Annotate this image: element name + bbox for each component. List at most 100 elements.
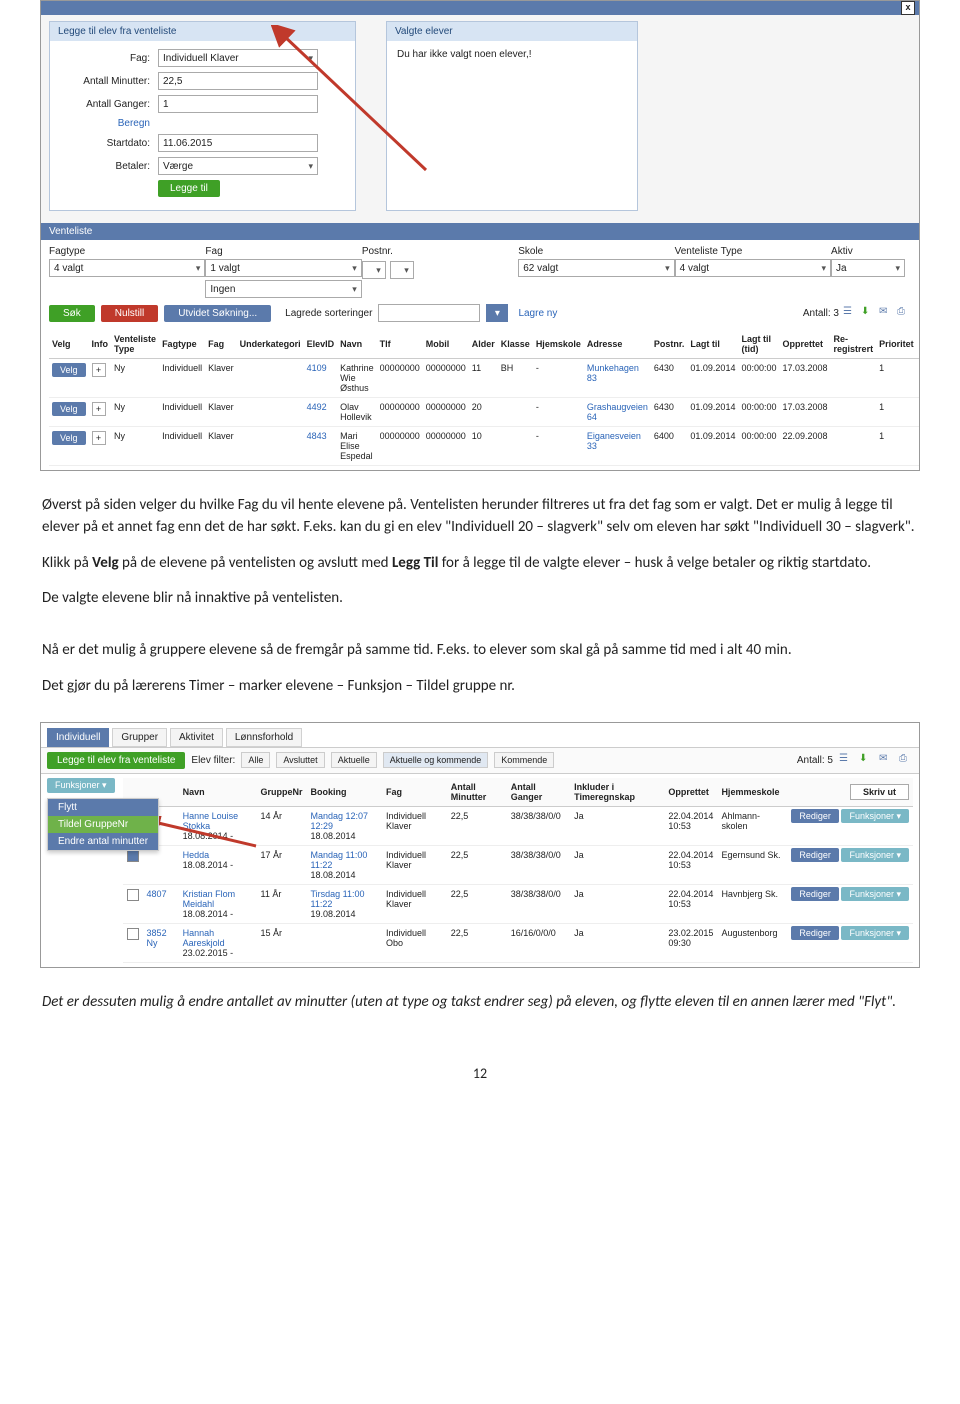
funksjoner-row-button[interactable]: Funksjoner ▾ — [841, 848, 909, 862]
filter-head-skole: Skole — [518, 246, 543, 257]
filter-alle[interactable]: Alle — [241, 752, 270, 768]
funksjoner-button[interactable]: Funksjoner ▾ — [47, 778, 115, 793]
col-header: Fag — [382, 778, 447, 807]
menu-endre[interactable]: Endre antal minutter — [48, 833, 158, 850]
lagre-ny-link[interactable]: Lagre ny — [518, 308, 557, 319]
filter-fagtype-select[interactable]: 4 valgt — [49, 259, 205, 277]
col-header: Tlf — [377, 330, 423, 359]
checkbox[interactable] — [127, 889, 139, 901]
beregn-link[interactable]: Beregn — [60, 118, 158, 129]
filter-head-fagtype: Fagtype — [49, 246, 85, 257]
tab-aktivitet[interactable]: Aktivitet — [170, 728, 223, 747]
email-icon[interactable]: ✉ — [879, 306, 893, 320]
red-arrow-icon — [271, 25, 441, 185]
filter-kommende[interactable]: Kommende — [494, 752, 554, 768]
legge-til-button[interactable]: Legge til — [158, 180, 220, 197]
nulstill-button[interactable]: Nulstill — [101, 305, 158, 322]
rediger-button[interactable]: Rediger — [791, 926, 839, 940]
table-row: Velg+NyIndividuellKlaver4492Olav Hollevi… — [49, 398, 919, 427]
funksjoner-row-button[interactable]: Funksjoner ▾ — [841, 926, 909, 940]
filter-aktuelle[interactable]: Aktuelle — [331, 752, 377, 768]
filter-head-fag: Fag — [205, 246, 222, 257]
rediger-button[interactable]: Rediger — [791, 848, 839, 862]
info-icon[interactable]: + — [92, 402, 106, 416]
close-icon[interactable]: x — [901, 1, 915, 15]
legge-til-elev-button[interactable]: Legge til elev fra venteliste — [47, 752, 185, 769]
filter-aktiv-select[interactable]: Ja — [831, 259, 905, 277]
startdato-label: Startdato: — [60, 138, 158, 149]
export-icon-2[interactable]: ⬇ — [859, 753, 873, 767]
menu-flytt[interactable]: Flytt — [48, 799, 158, 816]
col-header: Antall Minutter — [447, 778, 507, 807]
funksjoner-row-button[interactable]: Funksjoner ▾ — [841, 809, 909, 823]
col-header: Lagt til (tid) — [738, 330, 779, 359]
filter-aktuelle-kommende[interactable]: Aktuelle og kommende — [383, 752, 489, 768]
para-3: De valgte elevene blir nå innaktive på v… — [42, 588, 918, 610]
doc-text: Øverst på siden velger du hvilke Fag du … — [0, 471, 960, 722]
col-header: Adresse — [584, 330, 651, 359]
columns-icon[interactable]: ☰ — [843, 306, 857, 320]
checkbox[interactable] — [127, 928, 139, 940]
velg-button[interactable]: Velg — [52, 363, 86, 377]
col-header: Skriv ut — [787, 778, 913, 807]
velg-button[interactable]: Velg — [52, 402, 86, 416]
betaler-label: Betaler: — [60, 161, 158, 172]
lagrede-down-icon[interactable]: ▾ — [486, 304, 508, 322]
filter-bar: Legge til elev fra venteliste Elev filte… — [41, 747, 919, 774]
action-row: Søk Nulstill Utvidet Søkning... Lagrede … — [41, 300, 919, 326]
doc-text-2: Det er dessuten mulig å endre antallet a… — [0, 968, 960, 1038]
col-header: Hjemskole — [533, 330, 584, 359]
col-header: GruppeNr — [256, 778, 306, 807]
filter-vtype-select[interactable]: 4 valgt — [675, 259, 831, 277]
info-icon[interactable]: + — [92, 363, 106, 377]
export-icon[interactable]: ⬇ — [861, 306, 875, 320]
filter-fag-select[interactable]: 1 valgt — [205, 259, 361, 277]
tab-lonnsforhold[interactable]: Lønnsforhold — [226, 728, 302, 747]
funksjoner-menu: Flytt Tildel GruppeNr Endre antal minutt… — [47, 798, 159, 851]
rediger-button[interactable]: Rediger — [791, 809, 839, 823]
page-number: 12 — [0, 1037, 960, 1090]
top-bar: x — [41, 1, 919, 15]
rediger-button[interactable]: Rediger — [791, 887, 839, 901]
table-row: Velg+NyIndividuellKlaver4843Mari Elise E… — [49, 427, 919, 466]
checkbox[interactable] — [127, 850, 139, 862]
col-header: Klasse — [498, 330, 533, 359]
filter-skole-select[interactable]: 62 valgt — [518, 259, 674, 277]
print-icon-2[interactable]: ⎙ — [899, 753, 913, 767]
screenshot-timer: Individuell Grupper Aktivitet Lønnsforho… — [40, 722, 920, 968]
antall-min-label: Antall Minutter: — [60, 76, 158, 87]
filter-ingen-select[interactable]: Ingen — [205, 280, 361, 298]
col-header: Prioritet — [876, 330, 917, 359]
venteliste-section-title: Venteliste — [41, 223, 919, 240]
skriv-ut-button[interactable]: Skriv ut — [850, 784, 909, 800]
col-header: Alder — [469, 330, 498, 359]
print-icon[interactable]: ⎙ — [897, 306, 911, 320]
col-header: Navn — [337, 330, 377, 359]
filter-postnr-from[interactable] — [362, 261, 386, 279]
tab-grupper[interactable]: Grupper — [112, 728, 167, 747]
sok-button[interactable]: Søk — [49, 305, 95, 322]
utvidet-button[interactable]: Utvidet Søkning... — [164, 305, 271, 322]
email-icon-2[interactable]: ✉ — [879, 753, 893, 767]
tab-individuell[interactable]: Individuell — [47, 728, 109, 747]
col-header: Aktive UV. — [917, 330, 919, 359]
elev-filter-label: Elev filter: — [191, 755, 235, 766]
info-icon[interactable]: + — [92, 431, 106, 445]
timer-table: NavnGruppeNrBookingFagAntall MinutterAnt… — [123, 778, 913, 963]
filter-head-postnr: Postnr. — [362, 246, 393, 257]
antall-label-2: Antall: 5 — [797, 755, 833, 766]
columns-icon-2[interactable]: ☰ — [839, 753, 853, 767]
velg-button[interactable]: Velg — [52, 431, 86, 445]
lagrede-input[interactable] — [378, 304, 480, 322]
filter-avsluttet[interactable]: Avsluttet — [276, 752, 324, 768]
col-header: Navn — [179, 778, 257, 807]
screenshot-venteliste: x Legge til elev fra venteliste Fag: Ind… — [40, 0, 920, 471]
tabs-row: Individuell Grupper Aktivitet Lønnsforho… — [41, 723, 919, 747]
funksjoner-row-button[interactable]: Funksjoner ▾ — [841, 887, 909, 901]
col-header: Velg — [49, 330, 89, 359]
col-header: Lagt til — [687, 330, 738, 359]
filter-postnr-to[interactable] — [390, 261, 414, 279]
antall-ganger-label: Antall Ganger: — [60, 99, 158, 110]
col-header: Fagtype — [159, 330, 205, 359]
menu-tildel[interactable]: Tildel GruppeNr — [48, 816, 158, 833]
